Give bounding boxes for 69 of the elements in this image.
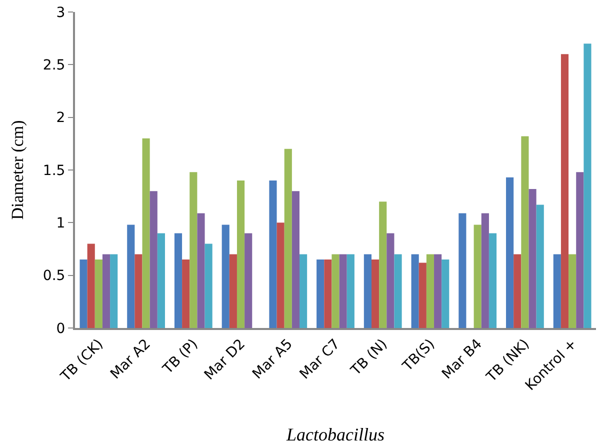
bar bbox=[458, 213, 466, 328]
bar bbox=[174, 233, 182, 328]
bar bbox=[568, 254, 576, 328]
bar bbox=[229, 254, 237, 328]
bar bbox=[110, 254, 118, 328]
y-tick-label: 2 bbox=[56, 110, 66, 126]
bar bbox=[284, 148, 292, 328]
bar bbox=[528, 188, 536, 328]
bar bbox=[102, 254, 110, 328]
bar bbox=[292, 191, 300, 328]
bar bbox=[394, 254, 402, 328]
bar bbox=[87, 244, 95, 328]
y-tick-label: 1.5 bbox=[42, 162, 66, 179]
bar bbox=[127, 224, 135, 328]
bar bbox=[94, 260, 102, 328]
x-tick-label: Mar A2 bbox=[108, 336, 154, 382]
x-tick-label: Mar D2 bbox=[201, 336, 249, 384]
bar bbox=[339, 254, 347, 328]
bar bbox=[182, 260, 190, 328]
bar bbox=[236, 180, 245, 328]
bar bbox=[488, 233, 497, 328]
bar bbox=[346, 254, 354, 328]
bar bbox=[506, 177, 514, 328]
bar bbox=[276, 222, 284, 328]
bar bbox=[418, 262, 426, 328]
x-axis-title: Lactobacillus bbox=[286, 424, 384, 444]
y-tick-label: 0 bbox=[56, 320, 66, 337]
y-tick-label: 1 bbox=[56, 216, 66, 232]
bar bbox=[386, 233, 394, 328]
bar bbox=[372, 260, 380, 328]
y-tick-label: 0.5 bbox=[42, 268, 66, 284]
bar bbox=[316, 260, 324, 328]
bar bbox=[426, 254, 434, 328]
bar bbox=[379, 202, 387, 328]
bar bbox=[521, 136, 529, 328]
bar bbox=[474, 224, 482, 328]
bar bbox=[204, 244, 212, 328]
bar bbox=[157, 233, 165, 328]
y-axis-title: Diameter (cm) bbox=[8, 120, 27, 220]
bar bbox=[222, 224, 230, 328]
bar bbox=[80, 260, 88, 328]
x-tick-label: Mar B4 bbox=[439, 336, 486, 383]
y-tick-label: 3 bbox=[56, 4, 66, 21]
x-tick-label: TB (P) bbox=[159, 336, 202, 378]
bar bbox=[300, 254, 308, 328]
bar bbox=[134, 254, 142, 328]
bar bbox=[576, 172, 584, 328]
bar bbox=[514, 254, 522, 328]
bar bbox=[560, 54, 569, 328]
bar bbox=[142, 138, 150, 328]
bar bbox=[332, 254, 340, 328]
bar bbox=[150, 191, 158, 328]
x-tick-label: Mar A5 bbox=[250, 336, 296, 382]
bar bbox=[536, 204, 544, 328]
bar bbox=[553, 254, 561, 328]
bar bbox=[364, 254, 372, 328]
bar bbox=[434, 254, 442, 328]
bar bbox=[584, 44, 592, 328]
x-tick-label: Mar C7 bbox=[296, 336, 344, 383]
bar bbox=[411, 254, 419, 328]
bar bbox=[269, 180, 277, 328]
bar bbox=[481, 213, 489, 328]
bar bbox=[442, 260, 450, 328]
y-tick-label: 2.5 bbox=[42, 58, 66, 74]
bar bbox=[197, 213, 205, 328]
bar bbox=[324, 260, 332, 328]
bar bbox=[190, 172, 198, 328]
x-tick-label: TB (N) bbox=[347, 336, 391, 380]
bar bbox=[244, 233, 252, 328]
